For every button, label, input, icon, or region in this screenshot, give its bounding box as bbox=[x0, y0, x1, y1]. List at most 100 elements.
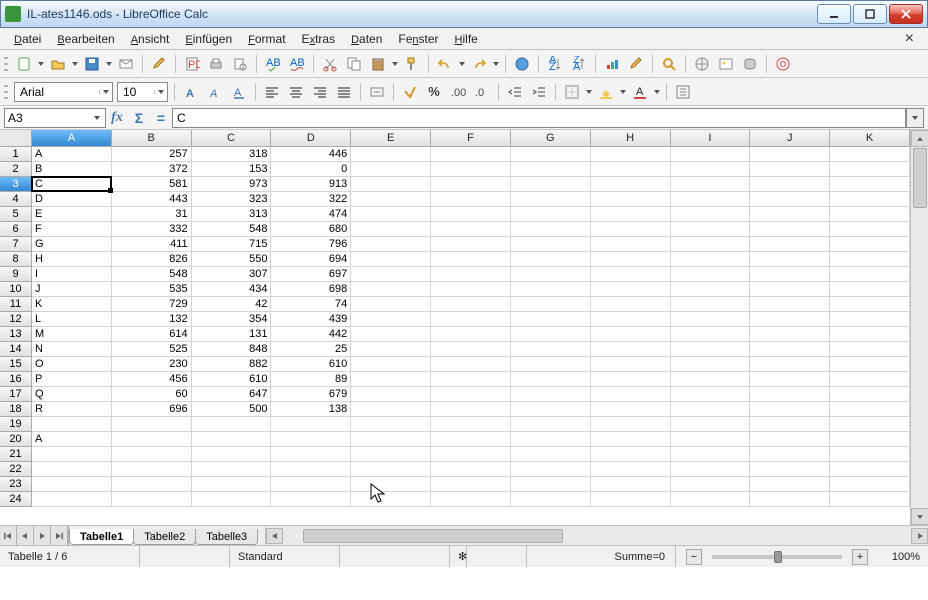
scroll-thumb[interactable] bbox=[913, 148, 927, 208]
column-header[interactable]: F bbox=[431, 130, 511, 147]
font-name-input[interactable] bbox=[18, 85, 96, 99]
cell[interactable]: 31 bbox=[112, 207, 192, 222]
cell[interactable] bbox=[511, 162, 591, 177]
sheet-tab[interactable]: Tabelle3 bbox=[195, 529, 258, 545]
hyperlink-button[interactable] bbox=[511, 53, 533, 75]
scroll-left-button[interactable] bbox=[266, 528, 283, 544]
cell[interactable] bbox=[351, 252, 431, 267]
cell[interactable] bbox=[192, 477, 272, 492]
cell[interactable] bbox=[351, 492, 431, 507]
cell[interactable]: J bbox=[32, 282, 112, 297]
cell[interactable] bbox=[351, 402, 431, 417]
cell[interactable] bbox=[830, 477, 910, 492]
cell[interactable] bbox=[671, 282, 751, 297]
cell[interactable]: 153 bbox=[192, 162, 272, 177]
cell[interactable] bbox=[192, 432, 272, 447]
cell[interactable] bbox=[511, 462, 591, 477]
cell[interactable] bbox=[511, 432, 591, 447]
cell[interactable] bbox=[830, 192, 910, 207]
cell[interactable] bbox=[830, 297, 910, 312]
navigator-button[interactable] bbox=[691, 53, 713, 75]
cell[interactable] bbox=[671, 252, 751, 267]
cell[interactable] bbox=[750, 462, 830, 477]
cell[interactable] bbox=[750, 207, 830, 222]
cell[interactable]: 439 bbox=[271, 312, 351, 327]
toolbar-grip[interactable] bbox=[4, 55, 10, 73]
status-mode[interactable]: Standard bbox=[230, 546, 340, 567]
cell[interactable] bbox=[830, 267, 910, 282]
cell[interactable]: 442 bbox=[271, 327, 351, 342]
row-header[interactable]: 10 bbox=[0, 282, 32, 297]
cell[interactable] bbox=[431, 267, 511, 282]
menu-daten[interactable]: Daten bbox=[343, 30, 390, 48]
cell[interactable] bbox=[32, 417, 112, 432]
cell[interactable] bbox=[591, 357, 671, 372]
cell[interactable] bbox=[431, 192, 511, 207]
row-header[interactable]: 2 bbox=[0, 162, 32, 177]
cell[interactable] bbox=[750, 312, 830, 327]
row-header[interactable]: 14 bbox=[0, 342, 32, 357]
cell[interactable] bbox=[750, 492, 830, 507]
cell[interactable] bbox=[511, 252, 591, 267]
menu-fenster[interactable]: Fenster bbox=[390, 30, 446, 48]
cell[interactable] bbox=[351, 327, 431, 342]
underline-button[interactable]: A bbox=[228, 81, 250, 103]
cell[interactable] bbox=[591, 492, 671, 507]
cell-area[interactable]: A257318446B3721530C581973913D443323322E3… bbox=[32, 147, 910, 525]
cell[interactable] bbox=[351, 357, 431, 372]
cell[interactable] bbox=[192, 417, 272, 432]
row-header[interactable]: 17 bbox=[0, 387, 32, 402]
cell[interactable]: 525 bbox=[112, 342, 192, 357]
cell[interactable] bbox=[591, 387, 671, 402]
help-button[interactable] bbox=[772, 53, 794, 75]
export-pdf-button[interactable]: PDF bbox=[181, 53, 203, 75]
font-name-box[interactable] bbox=[14, 82, 113, 102]
cell[interactable]: 796 bbox=[271, 237, 351, 252]
cell[interactable]: 354 bbox=[192, 312, 272, 327]
cell[interactable] bbox=[431, 357, 511, 372]
cell[interactable]: 372 bbox=[112, 162, 192, 177]
cell[interactable] bbox=[750, 297, 830, 312]
row-header[interactable]: 15 bbox=[0, 357, 32, 372]
cell[interactable] bbox=[511, 312, 591, 327]
cell[interactable]: L bbox=[32, 312, 112, 327]
cell[interactable] bbox=[431, 162, 511, 177]
cell[interactable] bbox=[351, 282, 431, 297]
show-draw-functions-button[interactable] bbox=[625, 53, 647, 75]
cell[interactable] bbox=[351, 432, 431, 447]
cell[interactable] bbox=[351, 447, 431, 462]
align-justify-button[interactable] bbox=[333, 81, 355, 103]
save-button[interactable] bbox=[81, 53, 103, 75]
cell[interactable] bbox=[351, 192, 431, 207]
cell[interactable] bbox=[511, 222, 591, 237]
cell[interactable]: 581 bbox=[112, 177, 192, 192]
close-document-button[interactable]: × bbox=[897, 30, 922, 48]
cell[interactable]: C bbox=[32, 177, 112, 192]
maximize-button[interactable] bbox=[853, 4, 887, 24]
cell[interactable] bbox=[750, 342, 830, 357]
cell[interactable] bbox=[431, 477, 511, 492]
cell[interactable] bbox=[671, 162, 751, 177]
cell[interactable] bbox=[271, 492, 351, 507]
cell[interactable] bbox=[431, 402, 511, 417]
cell[interactable] bbox=[750, 402, 830, 417]
minimize-button[interactable] bbox=[817, 4, 851, 24]
merge-cells-button[interactable] bbox=[366, 81, 388, 103]
autospell-button[interactable]: ABC bbox=[286, 53, 308, 75]
cell[interactable] bbox=[511, 192, 591, 207]
cell[interactable] bbox=[671, 462, 751, 477]
cell[interactable]: 443 bbox=[112, 192, 192, 207]
cell[interactable]: 535 bbox=[112, 282, 192, 297]
cell[interactable] bbox=[750, 327, 830, 342]
cell[interactable] bbox=[431, 462, 511, 477]
font-size-box[interactable] bbox=[117, 82, 168, 102]
borders-button[interactable] bbox=[561, 81, 583, 103]
cell[interactable] bbox=[112, 477, 192, 492]
cell[interactable] bbox=[351, 477, 431, 492]
menu-einfügen[interactable]: Einfügen bbox=[177, 30, 240, 48]
cell[interactable]: 694 bbox=[271, 252, 351, 267]
cell[interactable]: D bbox=[32, 192, 112, 207]
cell[interactable] bbox=[431, 372, 511, 387]
scroll-right-button[interactable] bbox=[911, 528, 928, 544]
cell[interactable] bbox=[351, 267, 431, 282]
